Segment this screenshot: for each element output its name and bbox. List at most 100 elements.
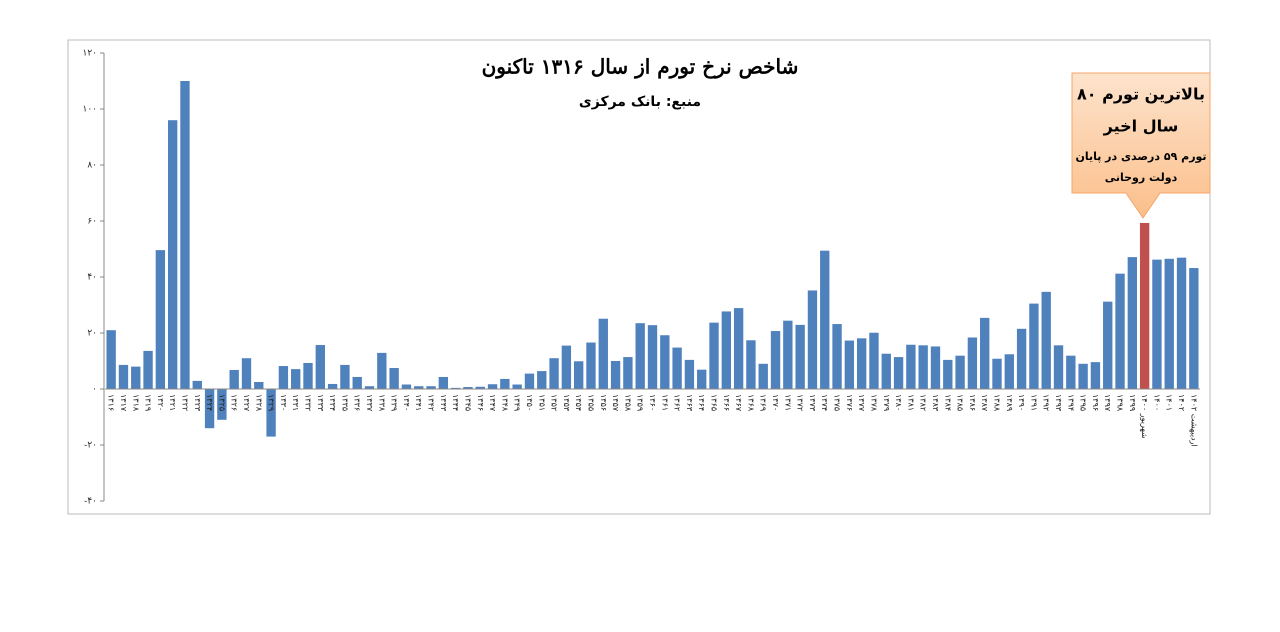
bar <box>733 308 744 389</box>
x-tick-label: ۱۳۸۸ <box>992 394 1001 412</box>
y-tick-label: ۰ <box>92 385 97 395</box>
x-tick-label: ۱۳۳۸ <box>377 394 386 412</box>
bar <box>746 340 756 389</box>
x-tick-label: ۱۳۷۴ <box>820 394 829 411</box>
bar <box>118 364 129 389</box>
bar <box>463 387 473 389</box>
bar <box>1176 257 1187 389</box>
x-tick-label: ۱۳۶۹ <box>759 394 768 411</box>
bar <box>623 357 633 389</box>
bar <box>1090 362 1101 389</box>
y-tick-label: -۲۰ <box>84 441 97 451</box>
bar <box>1016 328 1027 389</box>
bar <box>131 366 141 389</box>
x-tick-label: ۱۳۲۲ <box>180 394 189 411</box>
callout-text: تورم ۵۹ درصدی در پایان <box>1075 150 1206 163</box>
bar <box>450 387 461 389</box>
x-tick-label: ۱۳۶۲ <box>673 394 682 411</box>
bar <box>1127 257 1138 389</box>
x-tick-label: ۱۳۶۵ <box>710 394 719 411</box>
x-tick-label: ۱۳۸۱ <box>906 394 915 411</box>
x-tick-label: ۱۳۶۳ <box>685 394 694 412</box>
bar <box>315 345 325 389</box>
bar <box>487 384 498 389</box>
bar <box>795 324 805 389</box>
chart-subtitle: منبع: بانک مرکزی <box>579 94 701 110</box>
bar <box>820 250 830 389</box>
y-tick-label: ۲۰ <box>87 329 97 339</box>
x-tick-label: ۱۳۵۹ <box>636 394 645 411</box>
bar <box>561 345 572 389</box>
bar <box>217 389 227 420</box>
x-tick-label: ۱۳۷۰ <box>771 394 780 411</box>
x-tick-label: شهریور ۱۴۰۰ <box>1140 394 1149 439</box>
bar <box>770 331 781 389</box>
bar <box>377 352 387 389</box>
bar <box>549 358 559 389</box>
bar <box>721 311 731 389</box>
bar <box>943 359 953 389</box>
x-tick-label: ۱۳۲۱ <box>168 394 177 411</box>
x-tick-label: ۱۳۹۷ <box>1103 394 1112 412</box>
x-tick-label: ۱۳۹۱ <box>1029 394 1038 411</box>
bar <box>574 361 584 389</box>
bar <box>352 376 362 389</box>
bar <box>414 386 424 389</box>
bar <box>537 371 547 389</box>
x-tick-label: ۱۳۵۵ <box>586 394 595 411</box>
callout-text: بالاترین تورم ۸۰ <box>1077 85 1205 104</box>
bar <box>143 350 153 389</box>
bar <box>1053 345 1064 389</box>
bar <box>647 325 658 389</box>
x-tick-label: ۱۳۸۷ <box>980 394 989 412</box>
bar <box>930 346 941 389</box>
x-tick-label: ۱۳۶۶ <box>722 394 731 411</box>
y-tick-label: ۱۲۰ <box>82 49 97 59</box>
x-tick-label: ۱۳۶۱ <box>660 394 669 411</box>
x-tick-label: ۱۳۸۶ <box>968 394 977 411</box>
x-tick-label: ۱۳۵۷ <box>611 394 620 412</box>
x-tick-label: ۱۳۲۰ <box>156 394 165 411</box>
bar <box>1029 303 1039 389</box>
x-tick-label: ۱۳۵۴ <box>574 394 583 411</box>
x-tick-label: ۱۳۲۵ <box>217 394 226 411</box>
bar <box>303 362 313 389</box>
x-tick-label: ۱۳۸۳ <box>931 394 940 412</box>
x-tick-label: ۱۳۴۹ <box>513 394 522 411</box>
bar <box>893 357 904 389</box>
bar <box>340 364 350 389</box>
x-tick-label: ۱۳۹۴ <box>1066 394 1075 411</box>
bar <box>635 323 645 389</box>
x-tick-label: ۱۳۲۶ <box>230 394 239 411</box>
x-tick-label: ۱۴۰۰ <box>1152 394 1161 411</box>
bar <box>327 383 338 389</box>
x-tick-label: ۱۳۴۶ <box>476 394 485 411</box>
bar <box>1189 268 1199 389</box>
x-tick-label: ۱۳۳۶ <box>353 394 362 411</box>
bar <box>918 345 928 389</box>
bar <box>389 368 399 389</box>
bar <box>1115 273 1125 389</box>
x-tick-label: ۱۳۷۵ <box>833 394 842 411</box>
x-tick-label: ۱۳۸۵ <box>956 394 965 411</box>
x-tick-label: ۱۳۲۸ <box>254 394 263 412</box>
bar <box>856 338 867 389</box>
bar <box>967 337 978 389</box>
x-tick-label: ۱۳۵۶ <box>599 394 608 411</box>
y-tick-label: ۴۰ <box>87 273 97 283</box>
bar <box>229 369 239 389</box>
x-tick-label: ۱۳۳۰ <box>279 394 288 411</box>
bar <box>1041 291 1051 389</box>
x-tick-label: ۱۳۵۱ <box>537 394 546 411</box>
x-tick-label: ۱۳۶۴ <box>697 394 706 411</box>
bar <box>906 344 916 389</box>
bar <box>241 358 252 389</box>
callout <box>1071 72 1211 219</box>
bar <box>697 369 707 389</box>
bar <box>881 353 891 389</box>
x-tick-label: ۱۳۴۳ <box>439 394 448 412</box>
x-tick-label: ۱۳۲۴ <box>205 394 214 411</box>
x-tick-label: ۱۳۴۵ <box>463 394 472 411</box>
